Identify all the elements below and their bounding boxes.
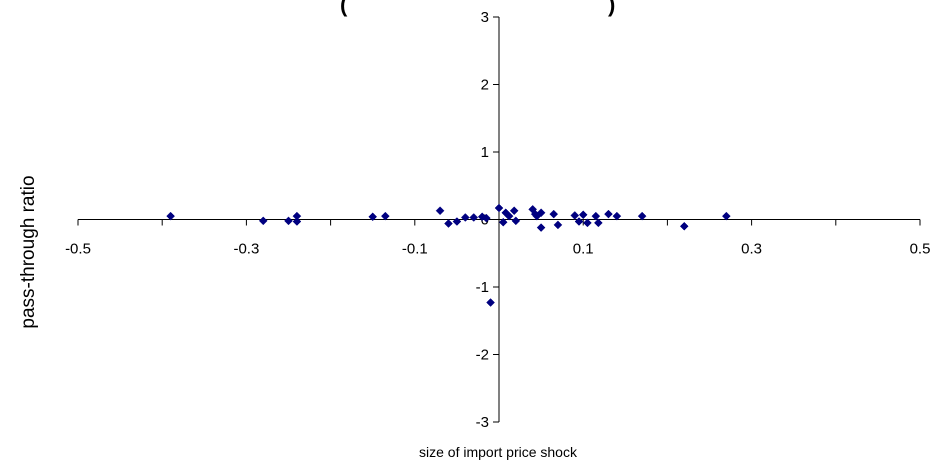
data-point [166,211,175,221]
x-tick-label: -0.3 [233,241,259,258]
y-axis-title: pass-through ratio [18,175,39,328]
data-point [578,210,588,220]
y-tick-label: -1 [476,279,489,296]
data-point [482,213,491,223]
data-point [604,209,613,219]
data-point [536,208,546,218]
data-point [536,223,546,232]
y-tick-label: -3 [476,414,489,431]
data-point [452,217,462,226]
data-point [721,211,731,221]
data-point [380,211,390,221]
data-point [591,211,601,221]
data-point [494,203,504,213]
data-point [258,216,268,226]
data-point [284,216,293,226]
data-point [549,209,559,219]
data-point [612,211,622,221]
data-point [504,211,514,221]
x-tick-label: 0.5 [910,241,931,258]
x-tick-label: -0.1 [402,241,428,258]
chart-title: ( [340,0,348,17]
data-point [553,220,563,230]
data-point [469,213,479,222]
data-point [498,217,508,227]
data-points [166,203,731,307]
data-point [679,221,689,231]
data-point [637,211,647,221]
data-point [511,216,521,226]
data-point [292,217,302,226]
x-axis-title: size of import price shock [419,444,578,460]
data-point [486,298,495,307]
data-point [460,213,470,222]
data-point [594,218,603,228]
data-point [368,212,378,222]
chart-title-right: ) [608,0,615,17]
data-point [570,211,580,220]
y-tick-label: 1 [481,144,489,161]
x-tick-label: 0.1 [573,241,594,258]
axes [77,16,921,423]
x-tick-label: 0.3 [741,241,762,258]
data-point [444,219,453,228]
x-tick-labels: -0.5 -0.3 -0.1 0.1 0.3 0.5 [65,241,930,258]
x-tick-label: -0.5 [65,241,91,258]
data-point [509,206,519,216]
data-point [583,218,592,228]
y-tick-label: -2 [476,347,489,364]
y-tick-label: 3 [481,9,489,26]
y-tick-label: 2 [481,77,489,94]
data-point [435,206,445,216]
data-point [574,217,584,226]
